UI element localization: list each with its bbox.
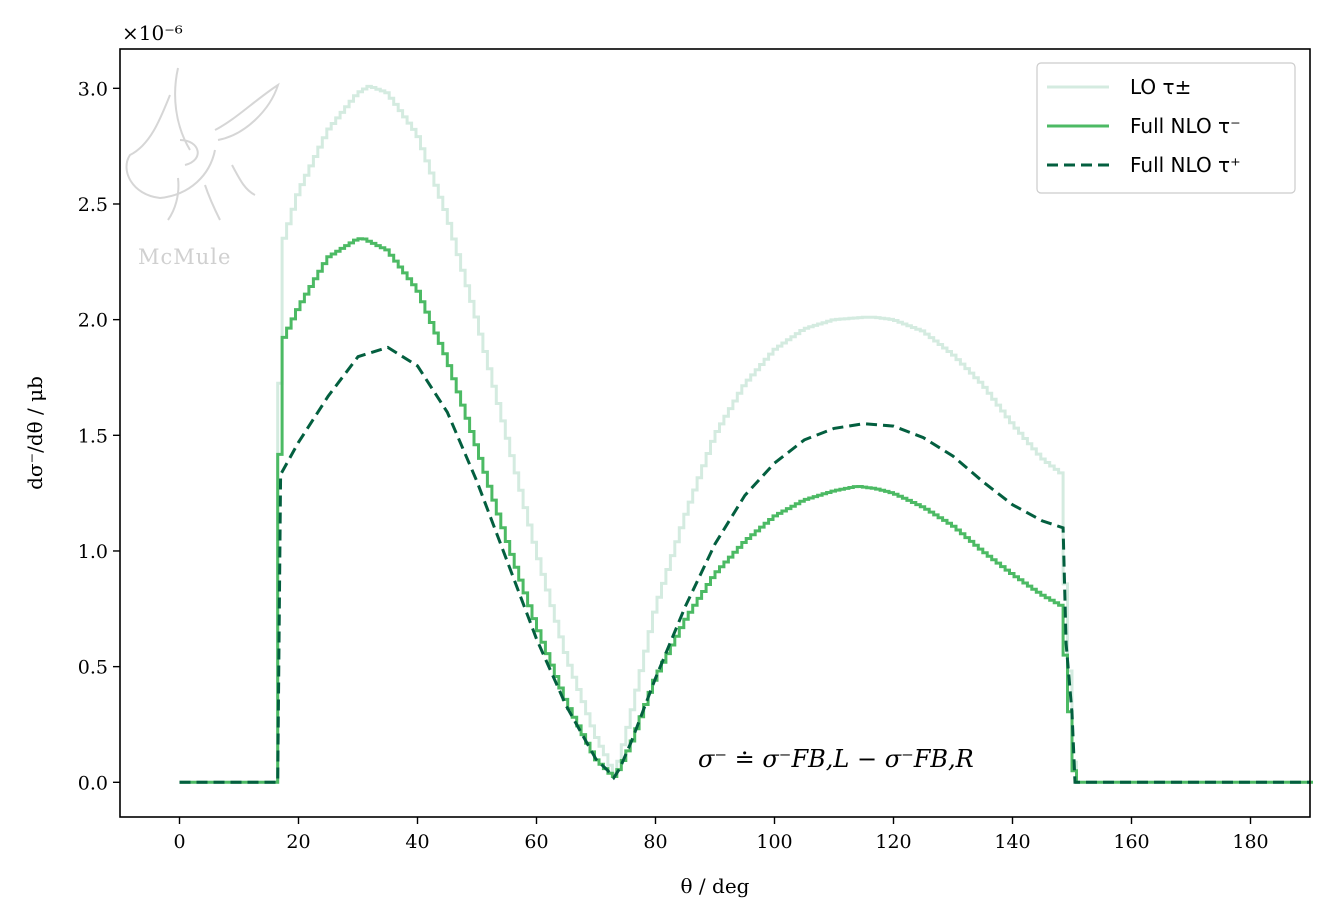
mcmule-logo-drawing <box>125 67 280 221</box>
x-tick-label: 80 <box>643 831 667 853</box>
y-tick-label: 0.5 <box>78 657 108 679</box>
legend: LO τ± Full NLO τ⁻ Full NLO τ⁺ <box>1036 62 1296 194</box>
annotation-text: σ⁻ ≐ σ⁻FB,L − σ⁻FB,R <box>698 745 974 773</box>
x-tick-label: 180 <box>1232 831 1268 853</box>
y-tick-label: 0.0 <box>78 772 108 794</box>
y-tick-label: 3.0 <box>78 78 108 100</box>
series-line-3 <box>179 345 1310 784</box>
y-multiplier-label: ×10⁻⁶ <box>122 21 183 45</box>
y-tick-label: 2.0 <box>78 310 108 332</box>
legend-box <box>1036 62 1296 194</box>
y-tick-label: 1.0 <box>78 541 108 563</box>
series-layer <box>179 84 1313 784</box>
x-axis-ticks: 0 20 40 60 80 100 120 140 160 180 <box>173 817 1269 853</box>
y-tick-label: 2.5 <box>78 194 108 216</box>
y-tick-label: 1.5 <box>78 425 108 447</box>
x-tick-label: 120 <box>875 831 911 853</box>
y-axis-ticks: 0.0 0.5 1.0 1.5 2.0 2.5 3.0 <box>78 78 120 794</box>
x-tick-label: 160 <box>1113 831 1149 853</box>
series-line-1 <box>179 84 1313 784</box>
legend-label: LO τ± <box>1130 75 1191 99</box>
x-tick-label: 20 <box>286 831 310 853</box>
x-tick-label: 140 <box>994 831 1030 853</box>
x-tick-label: 40 <box>405 831 429 853</box>
legend-label: Full NLO τ⁻ <box>1130 114 1241 138</box>
mcmule-logo-watermark: McMule <box>125 67 280 269</box>
x-tick-label: 60 <box>524 831 548 853</box>
axes-frame <box>119 48 1311 818</box>
x-tick-label: 100 <box>756 831 792 853</box>
watermark-text: McMule <box>138 245 231 269</box>
x-axis-label: θ / deg <box>681 874 750 898</box>
y-axis-label: dσ⁻/dθ / μb <box>23 376 47 490</box>
series-line-2 <box>179 237 1313 784</box>
legend-label: Full NLO τ⁺ <box>1130 153 1241 177</box>
x-tick-label: 0 <box>173 831 185 853</box>
